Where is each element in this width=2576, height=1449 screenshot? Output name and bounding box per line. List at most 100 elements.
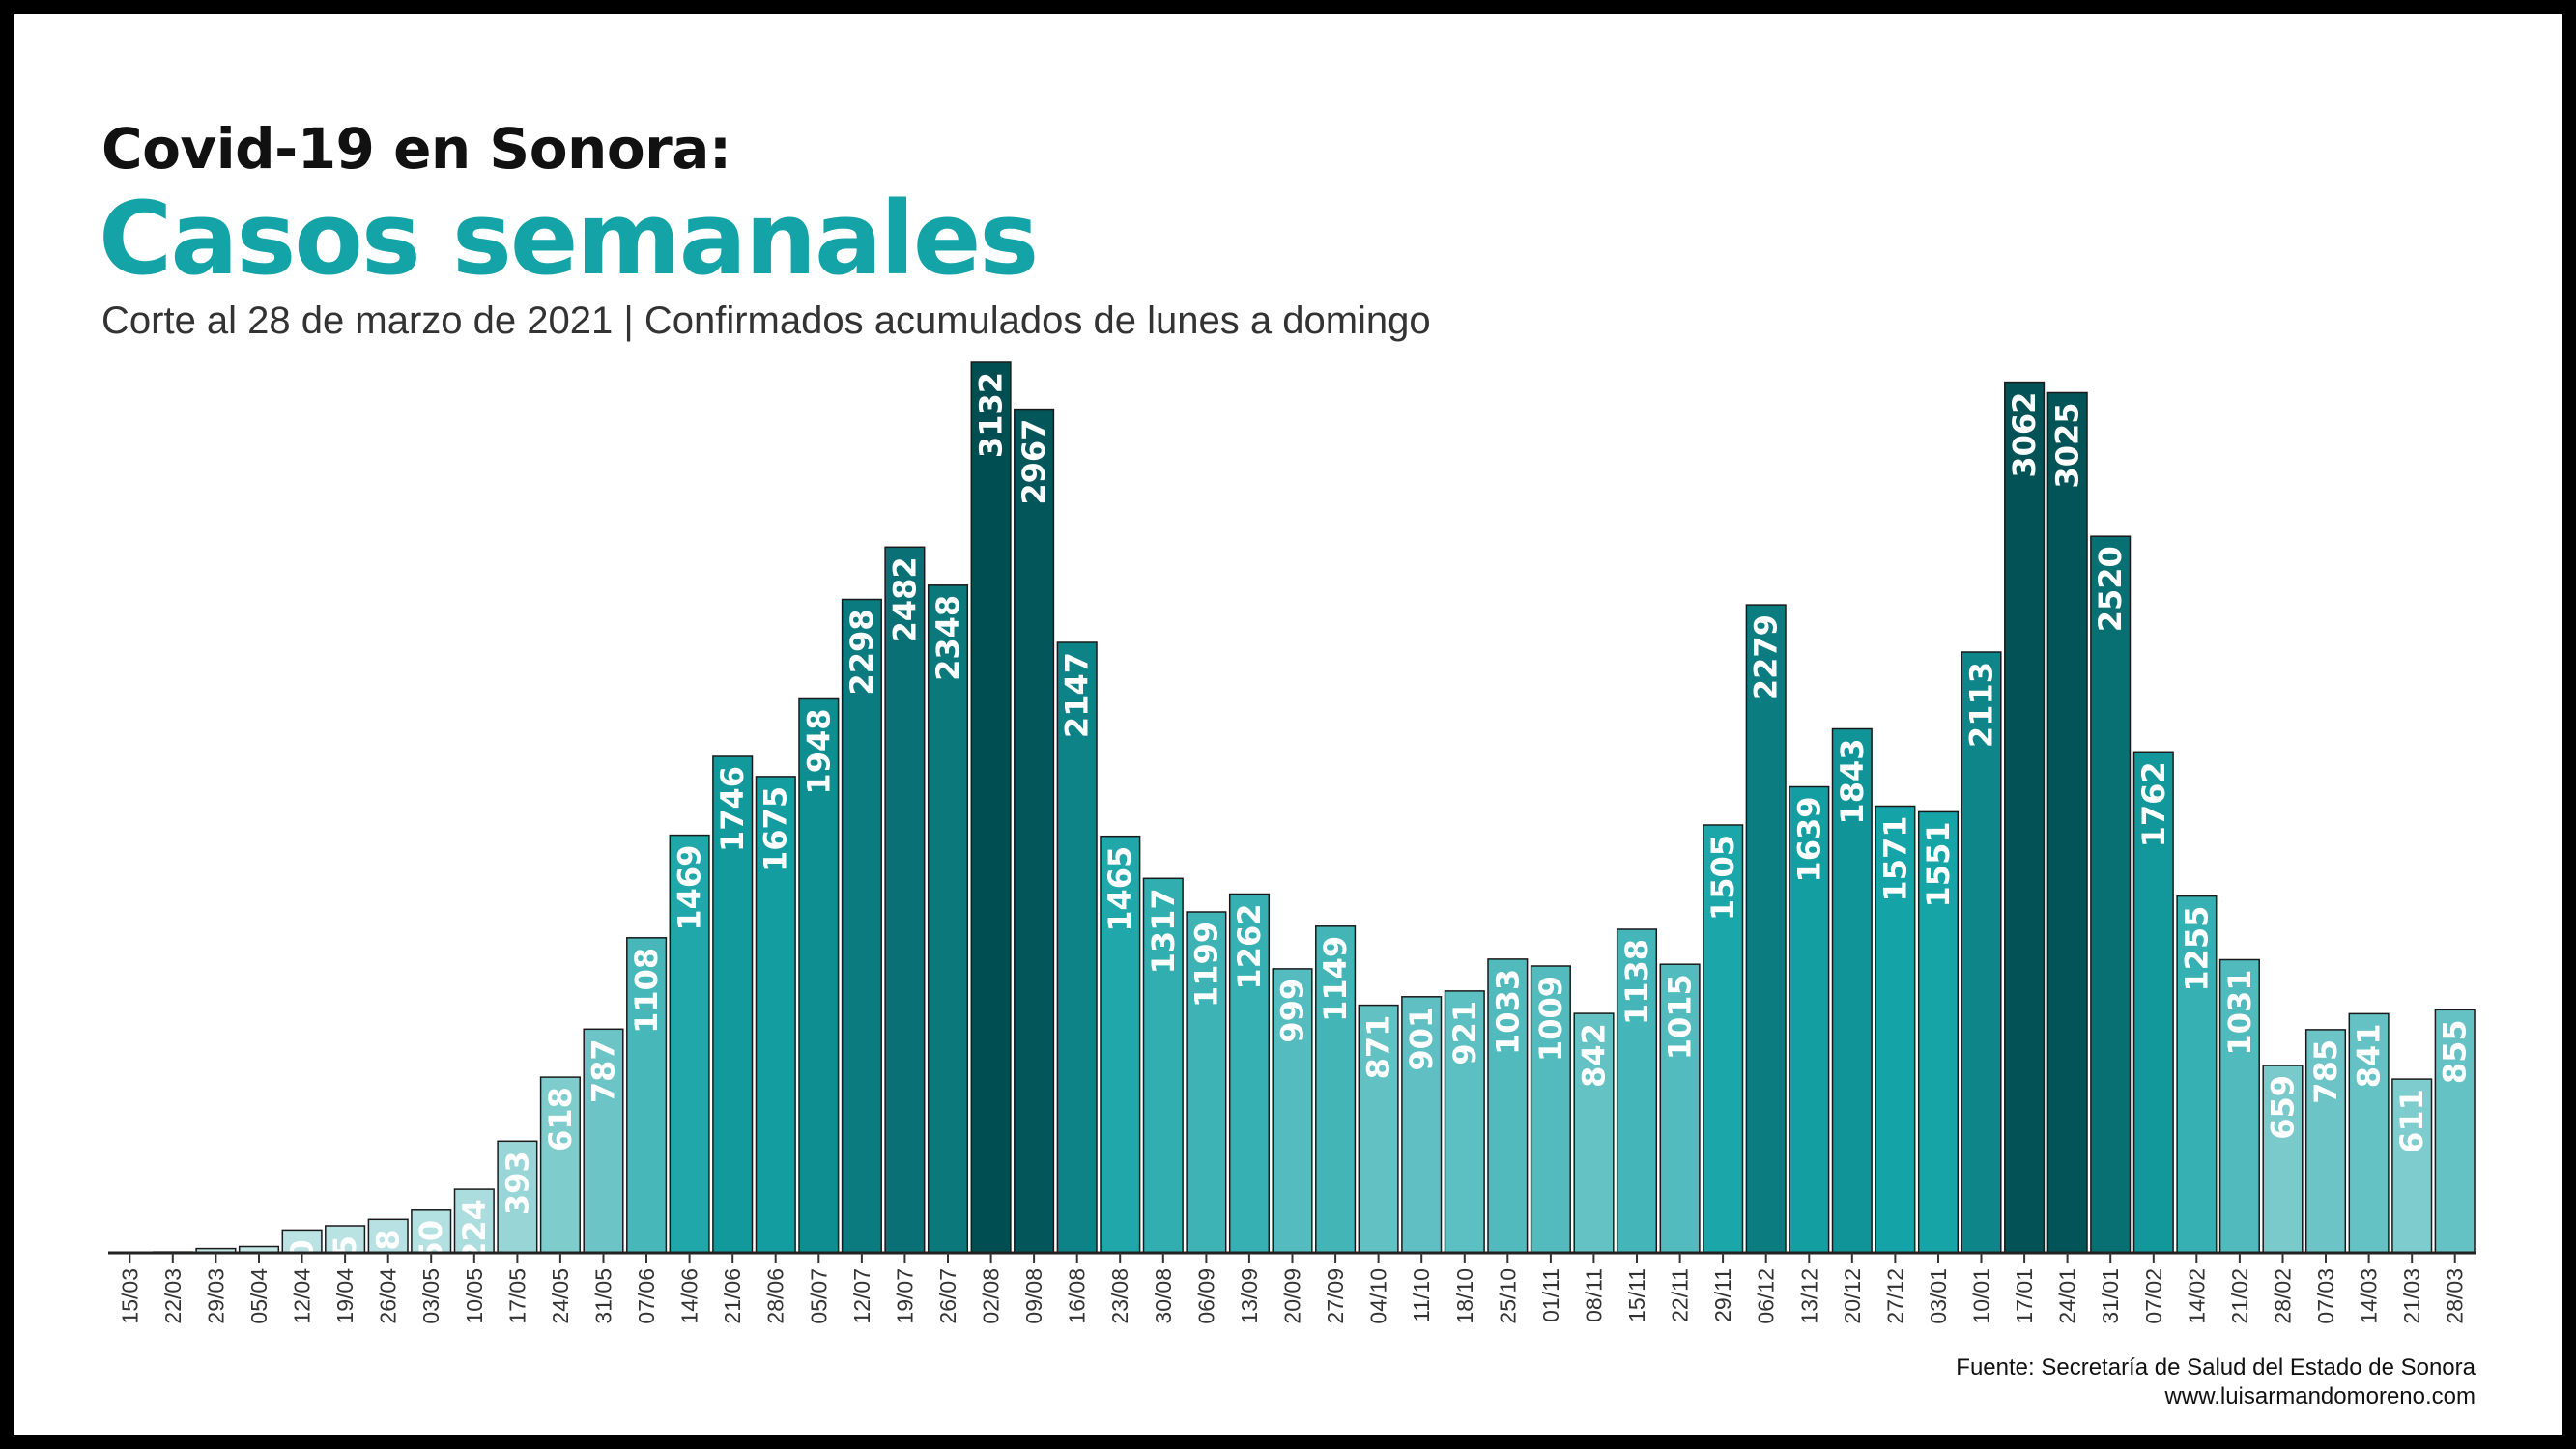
x-axis-labels: 15/03 22/03 29/03 05/04 12/04 19/04 26/04 03/05… — [117, 1268, 2467, 1324]
bar-22/11 — [1659, 963, 1701, 1254]
x-label-22/03: 22/03 — [160, 1268, 186, 1324]
value-label-04/10: 871 — [1360, 1015, 1397, 1080]
value-label-26/07: 2348 — [930, 595, 966, 681]
value-label-20/12: 1843 — [1834, 739, 1871, 825]
bar-24/05 — [539, 1076, 581, 1254]
x-label-30/08: 30/08 — [1151, 1268, 1176, 1324]
x-label-12/07: 12/07 — [849, 1268, 874, 1324]
value-label-06/12: 2279 — [1748, 614, 1785, 700]
value-label-21/02: 1031 — [2221, 970, 2258, 1056]
value-label-07/06: 1108 — [628, 948, 665, 1034]
bar-06/12 — [1745, 604, 1787, 1254]
x-label-15/03: 15/03 — [117, 1268, 142, 1324]
x-label-18/10: 18/10 — [1452, 1268, 1477, 1324]
x-label-21/06: 21/06 — [720, 1268, 745, 1324]
bar-25/10 — [1487, 958, 1529, 1254]
value-label-25/10: 1033 — [1489, 969, 1526, 1055]
value-label-19/07: 2482 — [886, 556, 923, 642]
x-label-06/12: 06/12 — [1754, 1268, 1779, 1324]
x-label-07/06: 07/06 — [634, 1268, 659, 1324]
bar-14/03 — [2348, 1012, 2390, 1254]
value-label-17/01: 3062 — [2006, 392, 2043, 478]
bar-21/02 — [2218, 958, 2260, 1254]
x-label-20/09: 20/09 — [1280, 1268, 1305, 1324]
value-label-13/09: 1262 — [1231, 904, 1268, 990]
x-label-06/09: 06/09 — [1193, 1268, 1218, 1324]
x-label-26/04: 26/04 — [376, 1268, 401, 1324]
value-label-06/09: 1199 — [1188, 922, 1224, 1008]
chart-title: Covid-19 en Sonora: — [101, 116, 731, 182]
x-label-17/01: 17/01 — [2012, 1268, 2037, 1324]
value-label-27/12: 1571 — [1876, 815, 1913, 901]
x-label-11/10: 11/10 — [1409, 1268, 1434, 1322]
x-label-21/02: 21/02 — [2227, 1268, 2252, 1324]
bar-31/01 — [2090, 535, 2132, 1254]
value-label-24/01: 3025 — [2049, 403, 2086, 489]
x-label-03/01: 03/01 — [1926, 1268, 1951, 1324]
value-label-14/06: 1469 — [672, 845, 708, 931]
value-label-22/11: 1015 — [1662, 974, 1699, 1060]
chart-subtitle: Corte al 28 de marzo de 2021 | Confirmad… — [101, 299, 1431, 342]
x-label-19/04: 19/04 — [332, 1268, 358, 1324]
x-axis-ticks — [129, 1253, 2456, 1263]
bar-26/04 — [367, 1218, 409, 1254]
bar-17/05 — [497, 1140, 538, 1254]
x-label-31/01: 31/01 — [2098, 1268, 2123, 1324]
bar-10/05 — [453, 1188, 495, 1254]
bar-06/09 — [1186, 911, 1227, 1254]
bar-07/03 — [2304, 1029, 2347, 1254]
x-label-01/11: 01/11 — [1538, 1268, 1563, 1322]
x-label-16/08: 16/08 — [1065, 1268, 1090, 1324]
x-label-13/12: 13/12 — [1796, 1268, 1821, 1324]
bar-18/10 — [1444, 990, 1485, 1254]
bar-19/07 — [884, 546, 926, 1254]
x-label-24/05: 24/05 — [548, 1268, 573, 1324]
value-label-23/08: 1465 — [1102, 846, 1138, 932]
source-text: Fuente: Secretaría de Salud del Estado d… — [1956, 1354, 2476, 1380]
bar-21/06 — [712, 755, 754, 1254]
bar-14/06 — [669, 834, 710, 1254]
source-note: Fuente: Secretaría de Salud del Estado d… — [1956, 1353, 2476, 1411]
bar-07/02 — [2132, 751, 2174, 1254]
value-label-21/06: 1746 — [714, 766, 751, 852]
value-label-12/07: 2298 — [844, 610, 880, 696]
x-label-24/01: 24/01 — [2055, 1268, 2080, 1324]
value-label-27/09: 1149 — [1317, 936, 1354, 1022]
value-label-03/01: 1551 — [1920, 821, 1957, 907]
x-label-05/07: 05/07 — [806, 1268, 831, 1324]
value-label-29/11: 1505 — [1704, 835, 1741, 921]
x-label-31/05: 31/05 — [591, 1268, 616, 1324]
bar-16/08 — [1056, 641, 1098, 1254]
bar-08/11 — [1573, 1012, 1615, 1254]
bar-05/07 — [798, 697, 840, 1254]
x-label-02/08: 02/08 — [979, 1268, 1004, 1324]
x-label-07/03: 07/03 — [2313, 1268, 2338, 1324]
bar-27/09 — [1315, 925, 1357, 1254]
bar-23/08 — [1100, 835, 1141, 1254]
x-label-05/04: 05/04 — [246, 1268, 272, 1324]
bar-20/12 — [1831, 727, 1873, 1254]
x-label-19/07: 19/07 — [892, 1268, 917, 1324]
value-label-08/11: 842 — [1575, 1023, 1612, 1088]
value-label-28/03: 855 — [2437, 1019, 2474, 1084]
bar-31/05 — [583, 1028, 624, 1254]
bar-24/01 — [2046, 391, 2088, 1254]
bar-21/03 — [2391, 1078, 2433, 1254]
value-label-18/10: 921 — [1446, 1001, 1483, 1065]
bar-17/01 — [2004, 381, 2046, 1254]
bar-29/11 — [1703, 824, 1744, 1254]
x-label-14/02: 14/02 — [2184, 1268, 2209, 1324]
value-label-16/08: 2147 — [1059, 652, 1096, 738]
value-label-13/12: 1639 — [1790, 797, 1827, 883]
x-label-28/06: 28/06 — [763, 1268, 788, 1324]
value-label-01/11: 1009 — [1532, 976, 1569, 1062]
x-label-07/02: 07/02 — [2141, 1268, 2166, 1324]
bar-03/01 — [1917, 810, 1960, 1254]
x-label-28/03: 28/03 — [2443, 1268, 2468, 1324]
chart-heading: Casos semanales — [99, 180, 1039, 298]
x-label-04/10: 04/10 — [1366, 1268, 1391, 1324]
x-label-21/03: 21/03 — [2399, 1268, 2424, 1324]
value-label-10/01: 2113 — [1963, 662, 2000, 748]
website-link[interactable]: www.luisarmandomoreno.com — [2164, 1383, 2476, 1409]
